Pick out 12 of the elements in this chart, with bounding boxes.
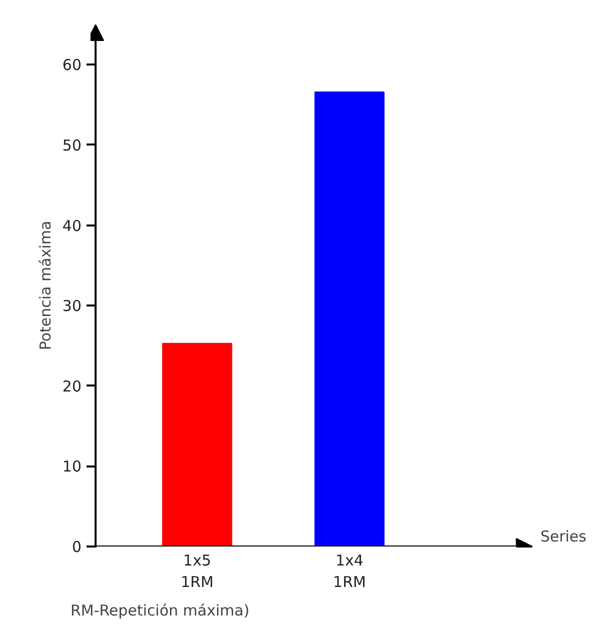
y-axis-title: Potencia máxima [36,220,54,350]
y-tick-label: 20 [62,377,82,396]
y-tick-label: 40 [62,216,82,235]
text: RM-Repetición máxima) [70,602,250,620]
y-tick-label: 60 [62,56,82,74]
x-tick-label: 1x5 1RM [180,552,214,592]
x-tick-label: 1x4 1RM [333,552,366,592]
x-axis-title: Series [540,528,587,546]
y-tick-label: 50 [62,136,82,154]
y-tick-label: 10 [62,458,82,476]
y-tick-label: 0 [72,538,82,556]
y-tick-label: 30 [62,297,82,316]
